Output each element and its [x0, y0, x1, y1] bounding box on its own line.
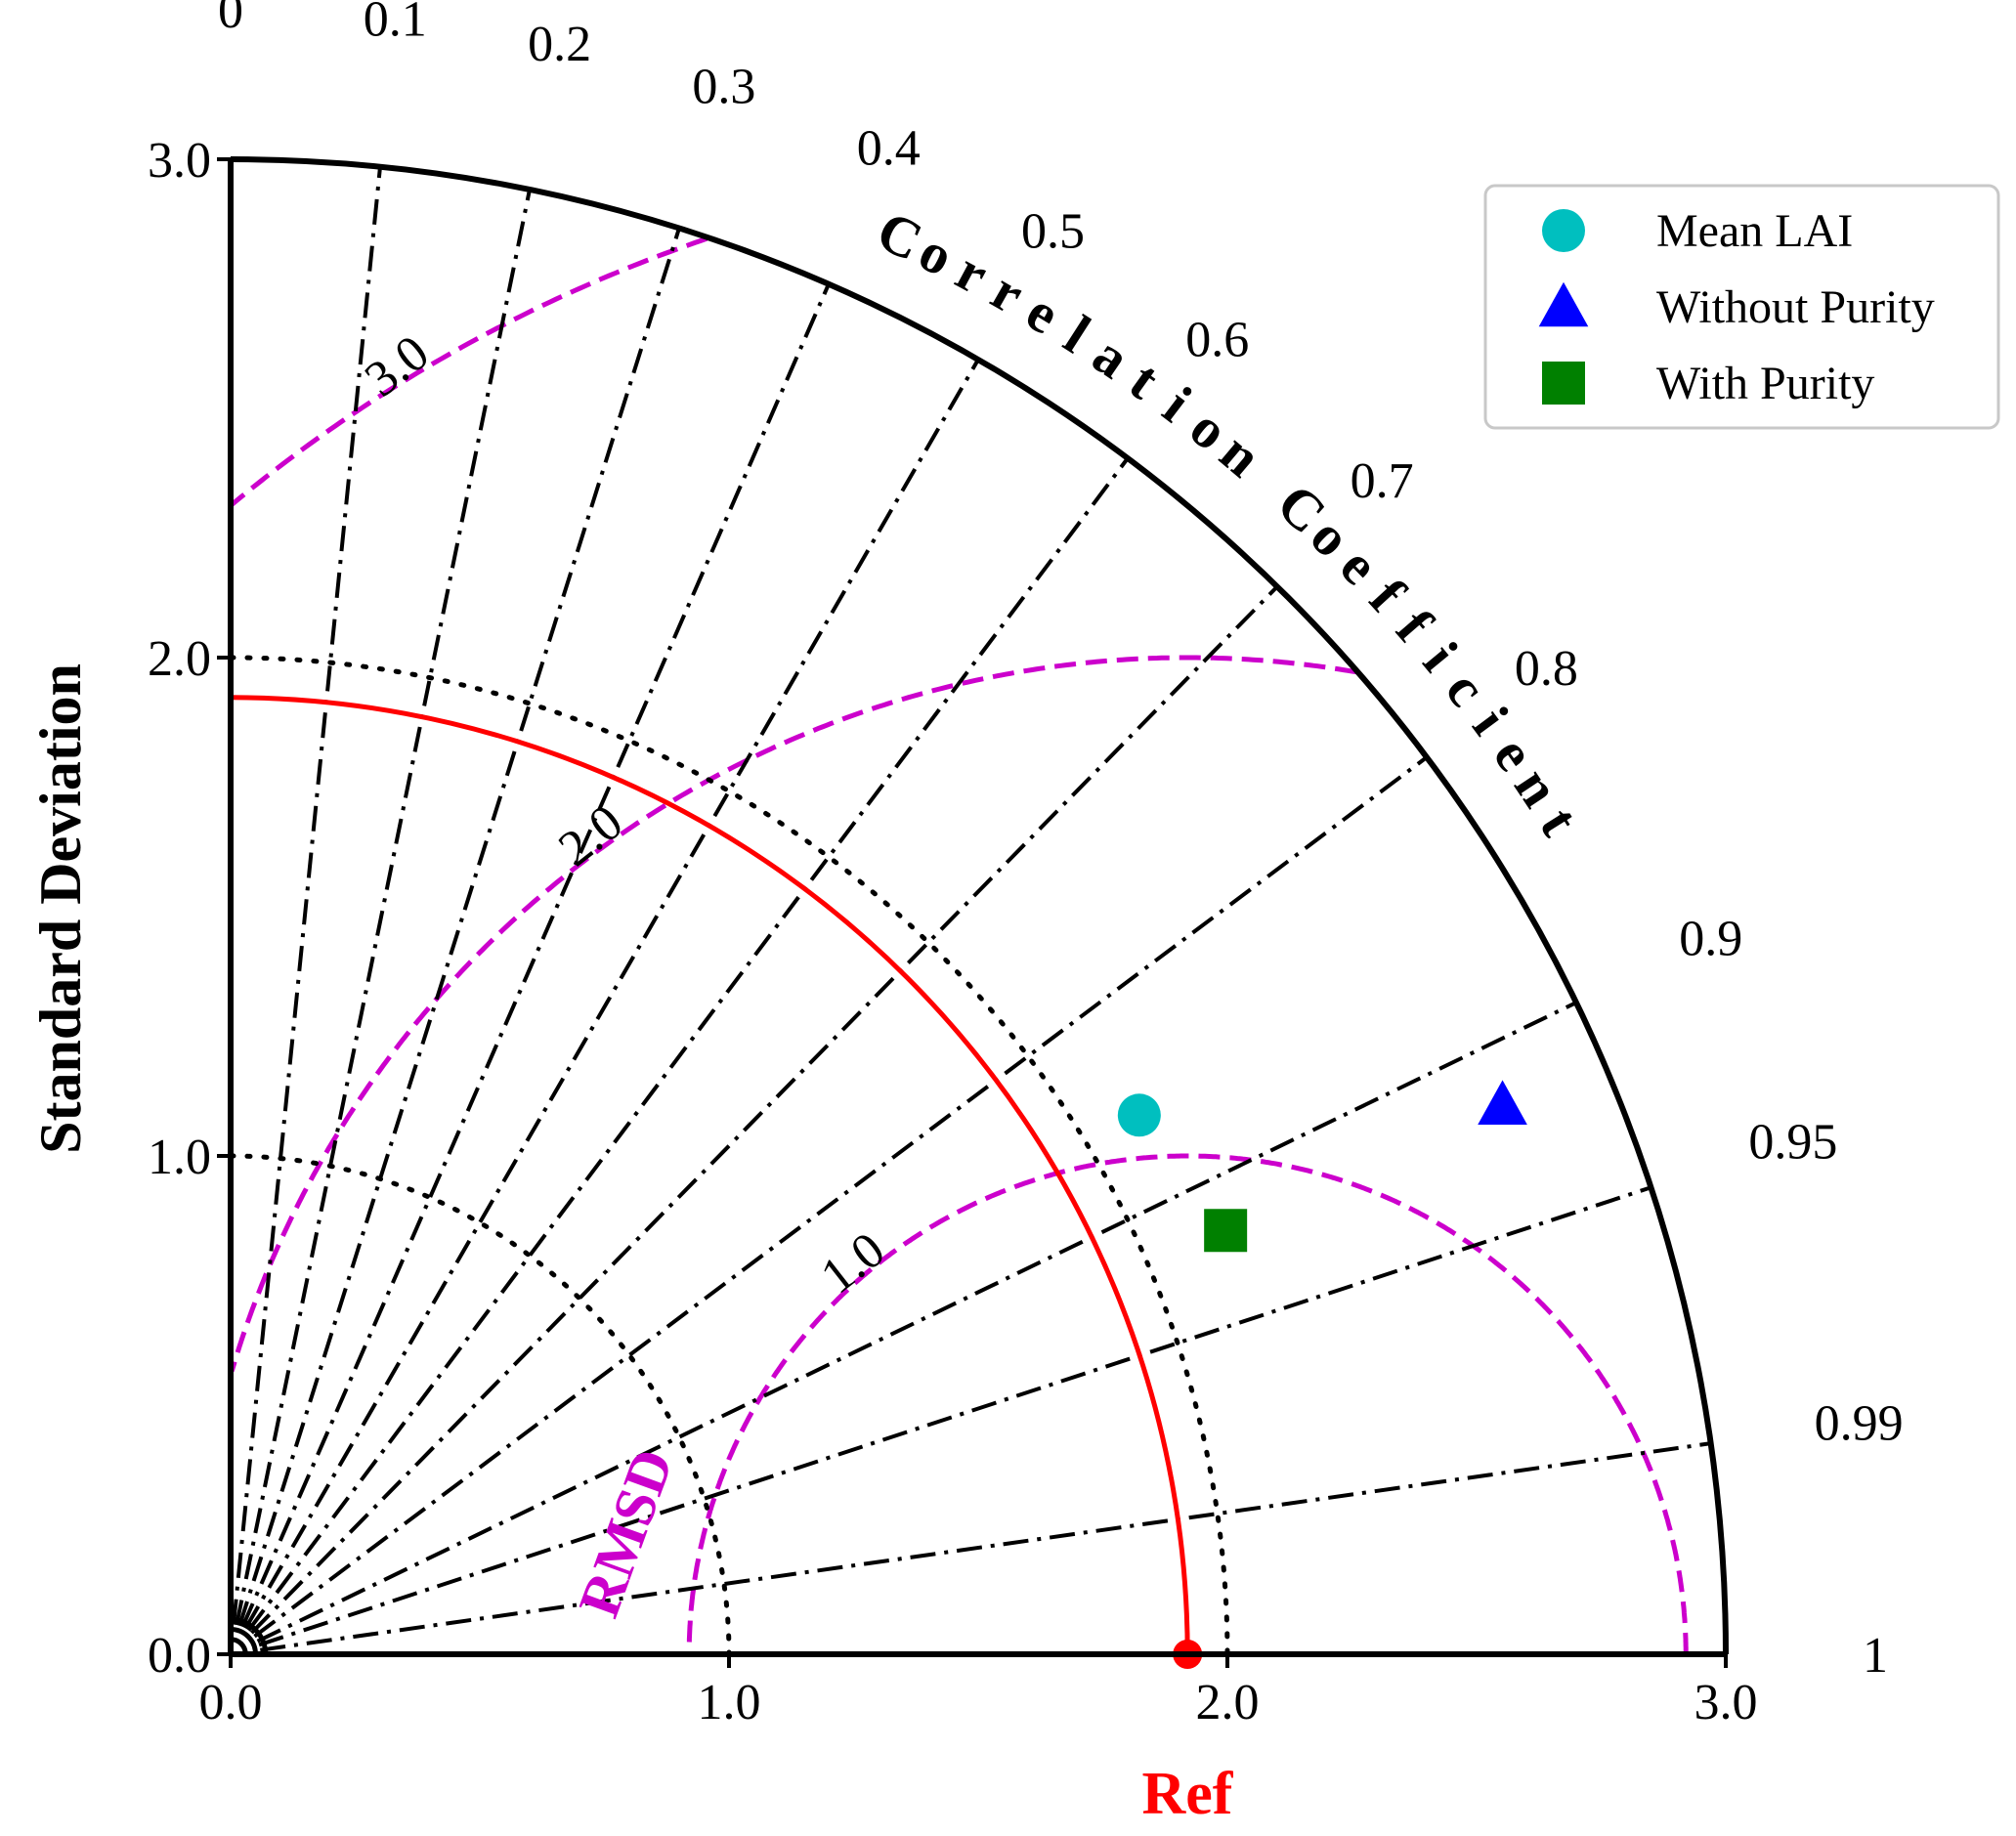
legend-frame — [1483, 184, 2000, 430]
legend-label: With Purity — [1656, 358, 1874, 409]
correlation-tick-label: 0.7 — [1351, 453, 1414, 509]
correlation-tick-label: 0.95 — [1748, 1114, 1837, 1170]
correlation-ray — [243, 358, 980, 1630]
origin-arc — [230, 1616, 269, 1655]
rmsd-contour-label: 1.0 — [811, 1222, 895, 1305]
std-grid-arcs — [228, 655, 1230, 1657]
rmsd-contour — [686, 1153, 1689, 1654]
y-tick-label: 3.0 — [148, 133, 211, 189]
legend: Mean LAI Without Purity With Purity — [1483, 184, 2000, 430]
correlation-title-char: f — [1385, 598, 1445, 655]
correlation-ray — [253, 755, 1429, 1639]
rmsd-contour-label: 2.0 — [549, 794, 633, 877]
data-point-mean-lai — [1117, 1093, 1161, 1137]
reference-arc-group — [230, 695, 1203, 1669]
std-grid-arc — [228, 1153, 732, 1657]
correlation-tick-label: 1 — [1863, 1628, 1888, 1684]
legend-marker — [1538, 281, 1589, 327]
x-tick-label: 2.0 — [1196, 1675, 1260, 1730]
correlation-rays — [230, 166, 1711, 1655]
correlation-ray — [235, 189, 532, 1626]
legend-label: Without Purity — [1656, 281, 1935, 333]
rmsd-contour-label: 3.0 — [355, 325, 439, 408]
correlation-tick-label: 0 — [218, 0, 243, 39]
correlation-tick-label: 0.4 — [857, 121, 921, 177]
correlation-tick-label: 0.99 — [1815, 1396, 1904, 1452]
correlation-ray — [237, 227, 681, 1627]
correlation-ray — [256, 1001, 1577, 1644]
outer-arc — [230, 156, 1729, 1655]
legend-label: Mean LAI — [1656, 205, 1853, 257]
correlation-tick-label: 0.2 — [528, 17, 591, 72]
reference-arc — [230, 695, 1190, 1655]
correlation-title-char: i — [1461, 696, 1522, 747]
legend-marker — [1542, 209, 1585, 252]
rmsd-title-text: RMSD — [566, 1441, 685, 1626]
rmsd-contours: 1.0 2.0 3.0 — [229, 235, 1689, 1654]
correlation-tick-label: 0.5 — [1021, 203, 1085, 259]
legend-items: Mean LAI Without Purity With Purity — [1538, 205, 1935, 409]
x-tick-label: 0.0 — [199, 1675, 263, 1730]
y-tick-label: 2.0 — [148, 631, 211, 687]
y-tick-label: 0.0 — [148, 1628, 211, 1684]
ref-axis-title: Ref — [1142, 1761, 1234, 1827]
correlation-ray — [249, 584, 1279, 1635]
data-points — [1117, 1080, 1527, 1253]
diagram-frame — [228, 156, 1729, 1657]
data-point-with-purity — [1204, 1209, 1248, 1253]
legend-marker — [1542, 362, 1585, 405]
correlation-tick-label: 0.6 — [1185, 313, 1249, 368]
x-tick-label: 3.0 — [1694, 1675, 1758, 1730]
correlation-tick-label: 0.9 — [1679, 911, 1742, 966]
correlation-ray — [240, 282, 831, 1628]
rmsd-contour — [230, 235, 708, 507]
correlation-ray — [232, 166, 382, 1625]
data-point-without-purity — [1478, 1080, 1527, 1125]
correlation-ray — [260, 1441, 1711, 1652]
correlation-tick-label: 0.1 — [364, 0, 427, 47]
correlation-title-char: c — [1434, 659, 1499, 717]
y-tick-label: 1.0 — [148, 1130, 211, 1185]
origin-arc — [230, 1627, 258, 1655]
rmsd-title: RMSD — [566, 1441, 685, 1626]
std-grid-arc — [228, 655, 1230, 1657]
correlation-tick-label: 0.8 — [1515, 641, 1578, 697]
correlation-ray — [258, 1185, 1652, 1647]
tick-labels: 0.00.0 1.0 1.0 2.0 2.0 3.0 3.0 0 0.1 0.2 0.3 0.4 0.5… — [148, 0, 1904, 1730]
correlation-ray — [246, 456, 1130, 1632]
std-axis-title: Standard Deviation — [28, 663, 93, 1154]
rmsd-contour — [229, 655, 1357, 1373]
x-tick-label: 1.0 — [698, 1675, 761, 1730]
correlation-tick-label: 0.3 — [692, 60, 755, 115]
